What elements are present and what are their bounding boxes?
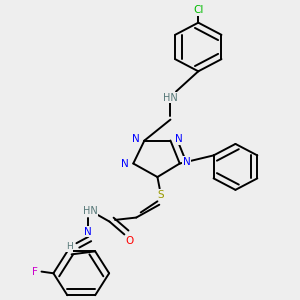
Text: H: H <box>66 242 72 251</box>
Text: N: N <box>85 227 92 237</box>
Text: HN: HN <box>163 93 178 103</box>
Text: N: N <box>175 134 182 144</box>
Text: HN: HN <box>83 206 98 217</box>
Text: N: N <box>132 134 140 144</box>
Text: F: F <box>32 267 38 277</box>
Text: Cl: Cl <box>193 5 203 15</box>
Text: N: N <box>182 157 190 167</box>
Text: N: N <box>121 158 129 169</box>
Text: O: O <box>126 236 134 246</box>
Text: S: S <box>157 190 164 200</box>
